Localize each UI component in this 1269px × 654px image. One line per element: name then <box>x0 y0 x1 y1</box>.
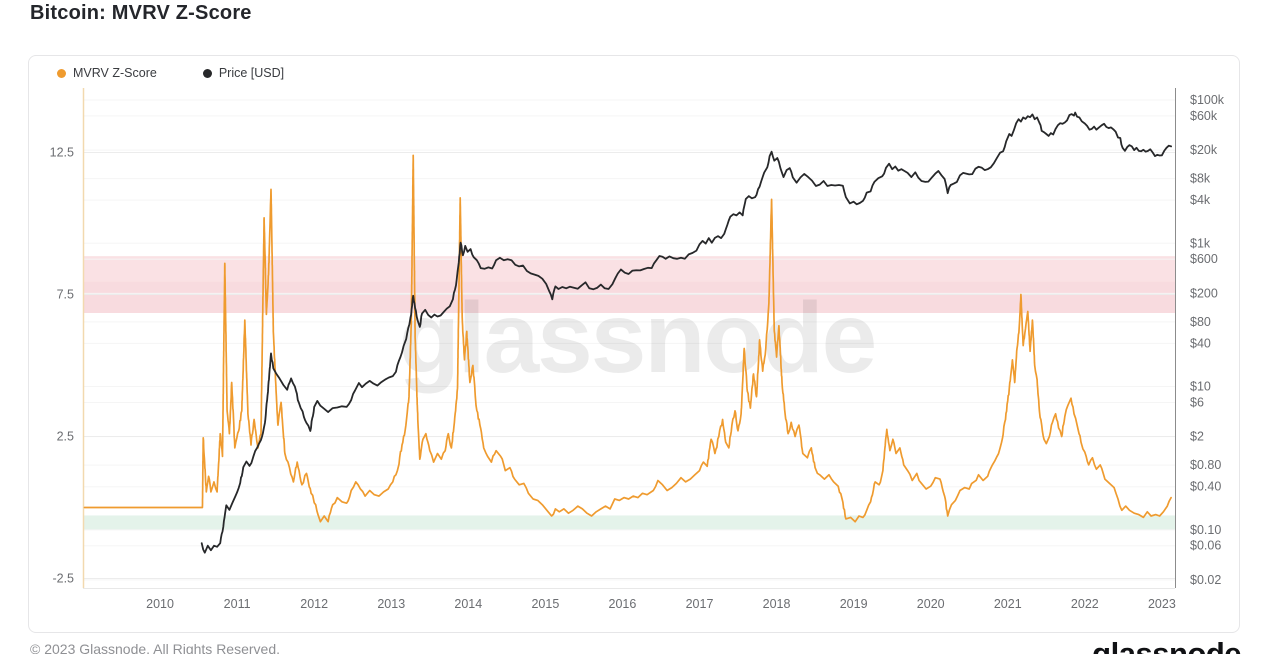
legend-item-price-usd[interactable]: Price [USD] <box>202 66 285 80</box>
year-axis-tick-label: 2017 <box>686 597 714 611</box>
year-axis-tick-label: 2011 <box>224 597 251 611</box>
price-axis-tick-label: $20k <box>1190 143 1218 157</box>
year-axis-tick-label: 2023 <box>1148 597 1176 611</box>
price-axis-tick-label: $100k <box>1190 93 1225 107</box>
price-axis-tick-label: $80 <box>1190 315 1211 329</box>
price-axis-tick-label: $6 <box>1190 395 1204 409</box>
price-axis-tick-label: $200 <box>1190 286 1218 300</box>
price-axis-tick-label: $4k <box>1190 193 1211 207</box>
price-axis-tick-label: $0.02 <box>1190 573 1221 587</box>
year-axis-tick-label: 2015 <box>531 597 559 611</box>
price-usd-line[interactable] <box>200 111 1172 554</box>
year-axis-tick-label: 2014 <box>454 597 482 611</box>
price-axis-tick-label: $0.80 <box>1190 458 1221 472</box>
price-axis-tick-label: $40 <box>1190 336 1211 350</box>
legend-label-price-usd: Price [USD] <box>218 66 285 80</box>
year-axis-tick-label: 2013 <box>377 597 405 611</box>
zscore-axis-tick-label: 12.5 <box>50 146 74 160</box>
price-axis-tick-label: $0.40 <box>1190 480 1221 494</box>
zscore-axis-tick-label: -2.5 <box>52 572 74 586</box>
price-axis-tick-label: $0.06 <box>1190 539 1221 553</box>
legend-item-mvrv-zscore[interactable]: MVRV Z-Score <box>57 66 157 80</box>
price-axis-tick-label: $0.10 <box>1190 523 1221 537</box>
price-axis-tick-label: $600 <box>1190 252 1218 266</box>
page-title: Bitcoin: MVRV Z-Score <box>30 2 252 24</box>
zscore-axis-tick-label: 7.5 <box>57 288 74 302</box>
price-series-dot-icon <box>202 68 212 78</box>
price-axis-tick-label: $2 <box>1190 430 1204 444</box>
price-axis-tick-label: $10 <box>1190 380 1211 394</box>
undervalued-zone <box>83 515 1175 530</box>
glassnode-logo[interactable]: glassnode <box>1092 636 1241 654</box>
year-axis-tick-label: 2020 <box>917 597 945 611</box>
zscore-axis-tick-label: 2.5 <box>57 430 74 444</box>
year-axis-tick-label: 2019 <box>840 597 868 611</box>
mvrv-series-dot-icon <box>57 68 66 78</box>
chart-legend: MVRV Z-Score Price [USD] <box>57 66 284 80</box>
year-axis-tick-label: 2012 <box>300 597 328 611</box>
price-axis-tick-label: $8k <box>1190 172 1211 186</box>
glassnode-watermark: glassnode <box>399 282 876 394</box>
year-axis-tick-label: 2022 <box>1071 597 1099 611</box>
legend-label-mvrv-zscore: MVRV Z-Score <box>73 66 157 80</box>
price-axis-tick-label: $60k <box>1190 109 1218 123</box>
chart-card <box>28 55 1240 633</box>
mvrv-zscore-line[interactable] <box>83 154 1172 523</box>
year-axis-tick-label: 2016 <box>609 597 637 611</box>
year-axis-tick-label: 2018 <box>763 597 791 611</box>
price-axis-tick-label: $1k <box>1190 236 1211 250</box>
copyright-text: © 2023 Glassnode. All Rights Reserved. <box>30 641 281 654</box>
year-axis-tick-label: 2021 <box>994 597 1022 611</box>
year-axis-tick-label: 2010 <box>146 597 174 611</box>
